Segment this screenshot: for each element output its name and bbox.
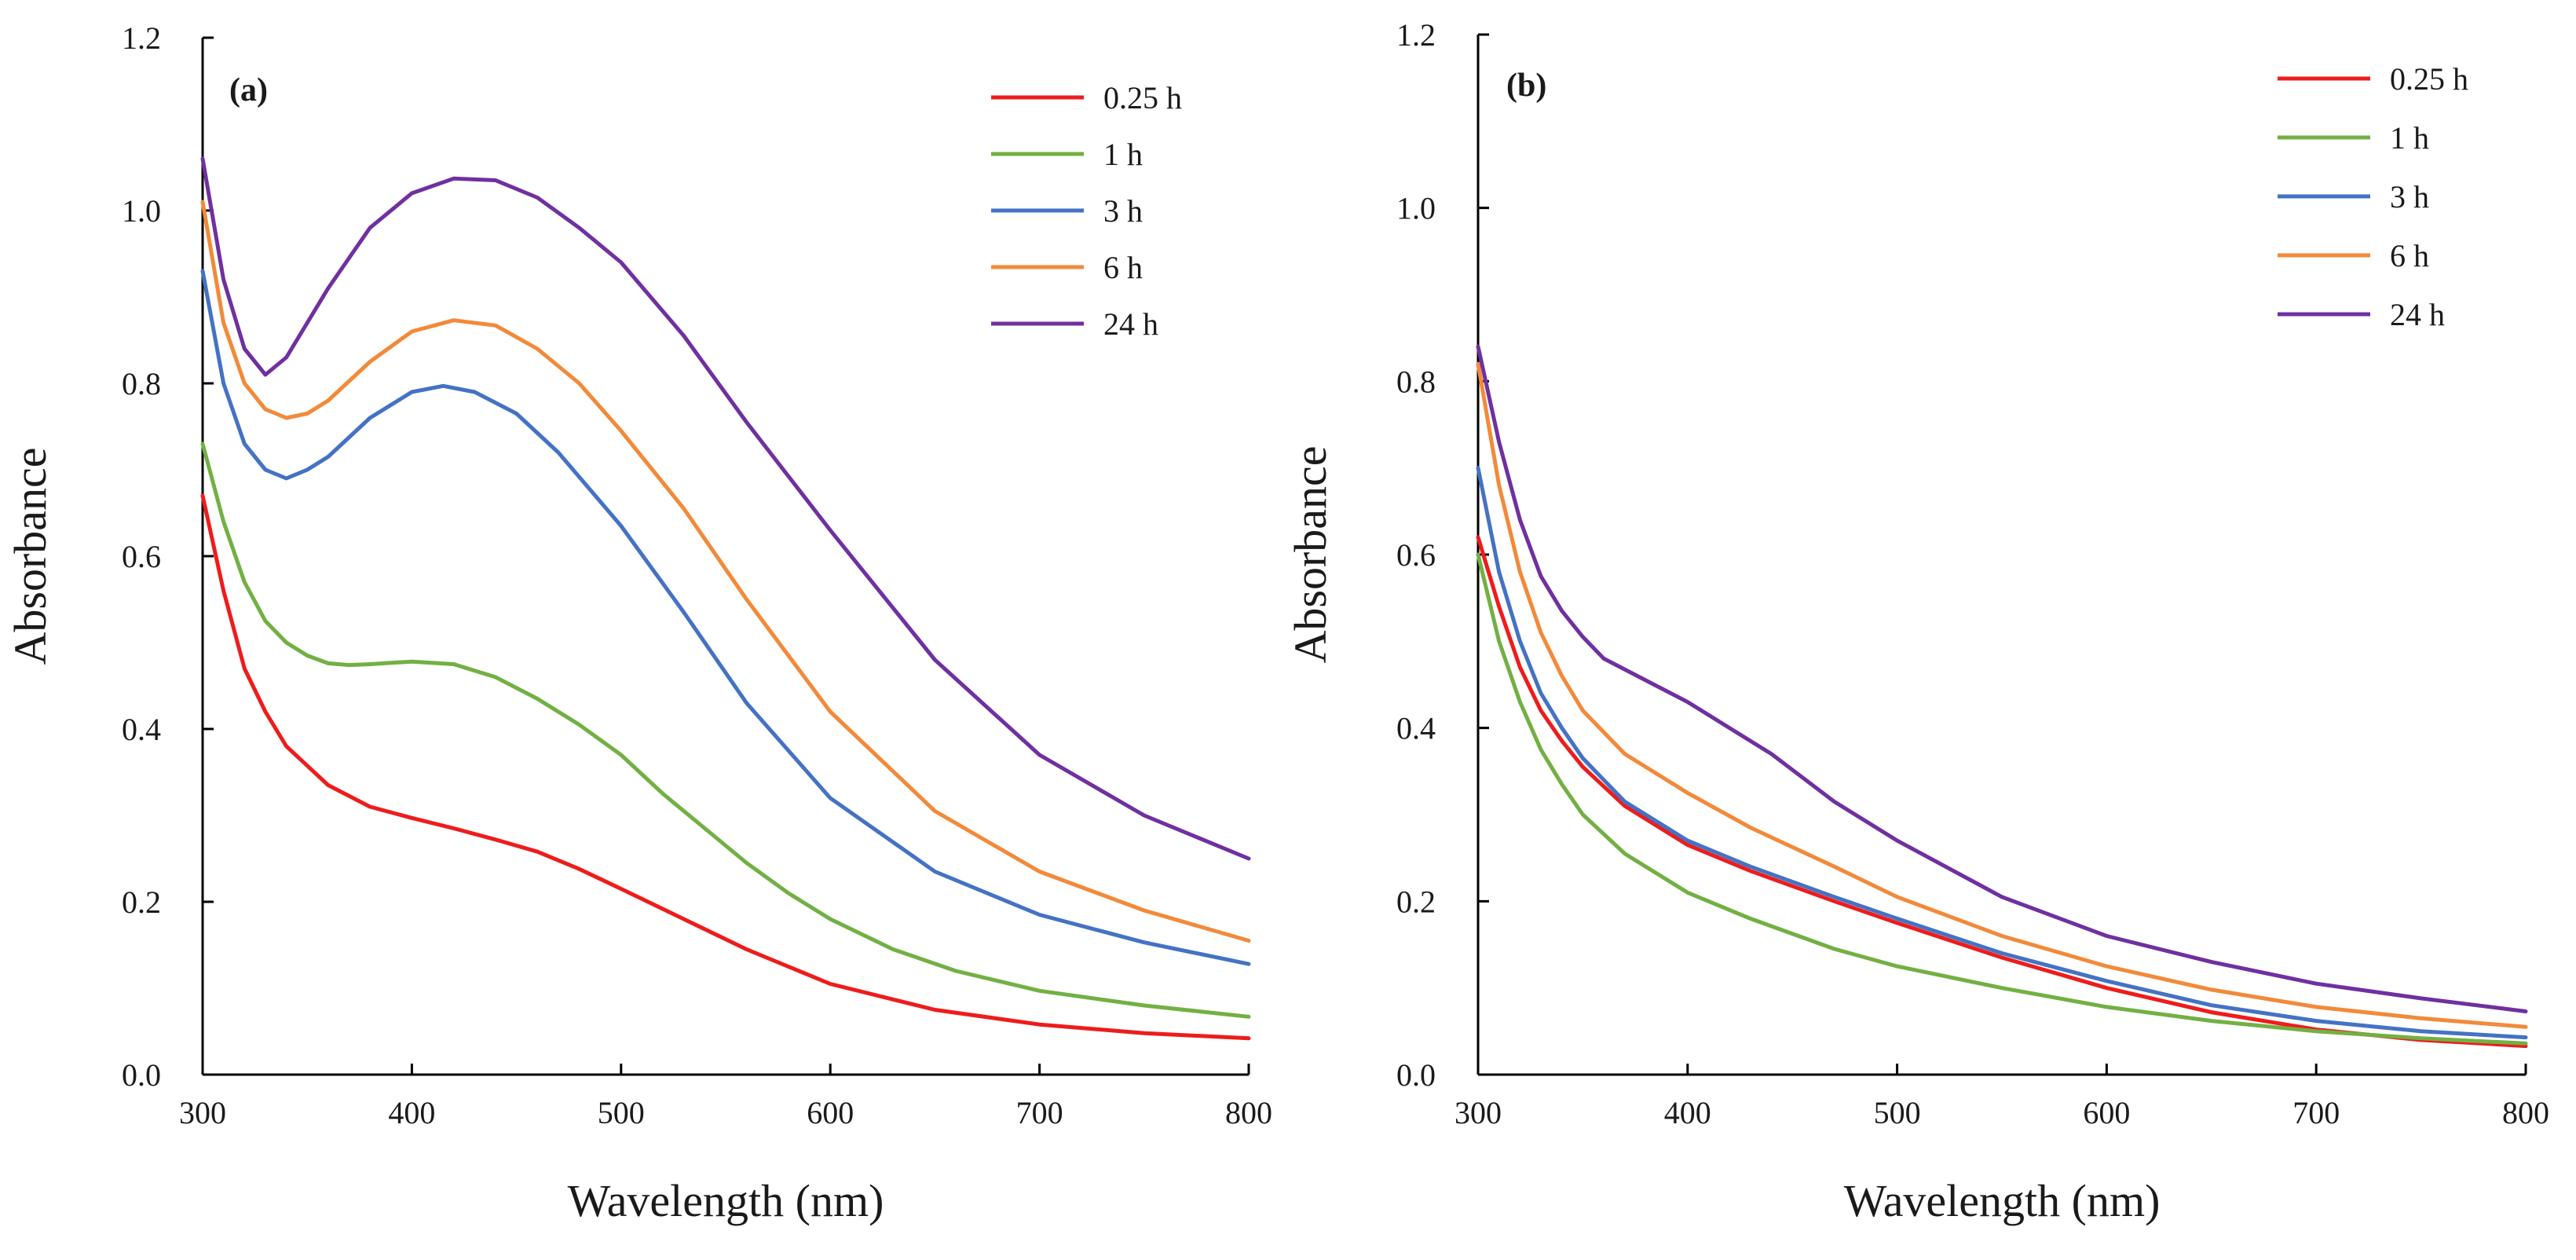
y-axis-title: Absorbance bbox=[1285, 445, 1336, 663]
y-tick-label: 0.8 bbox=[122, 366, 161, 401]
series-line-1-hh bbox=[1476, 552, 2528, 1046]
y-tick-label: 1.2 bbox=[122, 20, 161, 56]
series-line-3-hh bbox=[1476, 466, 2528, 1040]
chart-panel-a: 0.0 0.2 0.4 0.6 0.8 1.0 1.2 300 400 500 600 700 800 W… bbox=[5, 20, 1272, 1226]
y-tick-label: 1.0 bbox=[122, 193, 161, 229]
series-line-3-hh bbox=[200, 269, 1251, 966]
x-tick-label: 500 bbox=[1874, 1095, 1921, 1130]
panel-label: (b) bbox=[1506, 68, 1546, 104]
y-tick-label: 0.6 bbox=[122, 539, 161, 574]
x-tick-label: 300 bbox=[179, 1095, 226, 1130]
x-tick-label: 400 bbox=[388, 1095, 435, 1130]
legend-label: 3 h bbox=[1103, 193, 1143, 229]
x-tick-label: 800 bbox=[1225, 1095, 1272, 1130]
legend-label: 0.25 h bbox=[1103, 80, 1182, 115]
x-tick-label: 600 bbox=[807, 1095, 854, 1130]
x-tick-label: 300 bbox=[1454, 1095, 1502, 1130]
x-tick-label: 500 bbox=[598, 1095, 645, 1130]
series-line-0-25-hh bbox=[1476, 535, 2528, 1049]
series-line-0-25-hh bbox=[200, 493, 1251, 1041]
y-tick-label: 1.0 bbox=[1396, 191, 1436, 226]
x-axis-title: Wavelength (nm) bbox=[1844, 1175, 2161, 1226]
x-axis-title: Wavelength (nm) bbox=[568, 1175, 884, 1226]
y-tick-label: 0.0 bbox=[1396, 1057, 1436, 1093]
y-tick-label: 0.2 bbox=[122, 885, 161, 920]
y-tick-label: 0.4 bbox=[122, 712, 161, 747]
chart-panel-b: 0.0 0.2 0.4 0.6 0.8 1.0 1.2 300 400 500 600 700 800 W… bbox=[1285, 17, 2549, 1226]
y-tick-label: 1.2 bbox=[1396, 17, 1436, 53]
x-tick-label: 800 bbox=[2502, 1095, 2549, 1130]
legend-label: 24 h bbox=[1103, 306, 1158, 342]
y-tick-label: 0.2 bbox=[1396, 884, 1436, 919]
series-line-24-hh bbox=[1476, 344, 2528, 1013]
legend-label: 6 h bbox=[1103, 250, 1143, 285]
y-tick-label: 0.4 bbox=[1396, 711, 1436, 746]
legend-label: 1 h bbox=[2390, 120, 2429, 156]
y-axis-title: Absorbance bbox=[5, 447, 56, 665]
legend-label: 3 h bbox=[2390, 179, 2429, 214]
series-line-1-hh bbox=[200, 441, 1251, 1019]
x-tick-label: 700 bbox=[2292, 1095, 2340, 1130]
legend-label: 1 h bbox=[1103, 137, 1143, 172]
legend-label: 24 h bbox=[2390, 297, 2445, 332]
series-line-24-hh bbox=[200, 156, 1251, 861]
legend-label: 0.25 h bbox=[2390, 61, 2468, 97]
panel-label: (a) bbox=[229, 72, 268, 108]
y-tick-label: 0.8 bbox=[1396, 364, 1436, 399]
series-line-6-hh bbox=[1476, 361, 2528, 1029]
y-tick-label: 0.6 bbox=[1396, 537, 1436, 573]
x-tick-label: 400 bbox=[1664, 1095, 1711, 1130]
series-line-6-hh bbox=[200, 200, 1251, 943]
y-tick-label: 0.0 bbox=[122, 1057, 161, 1093]
legend-label: 6 h bbox=[2390, 238, 2429, 273]
x-tick-label: 700 bbox=[1016, 1095, 1063, 1130]
x-tick-label: 600 bbox=[2083, 1095, 2130, 1130]
